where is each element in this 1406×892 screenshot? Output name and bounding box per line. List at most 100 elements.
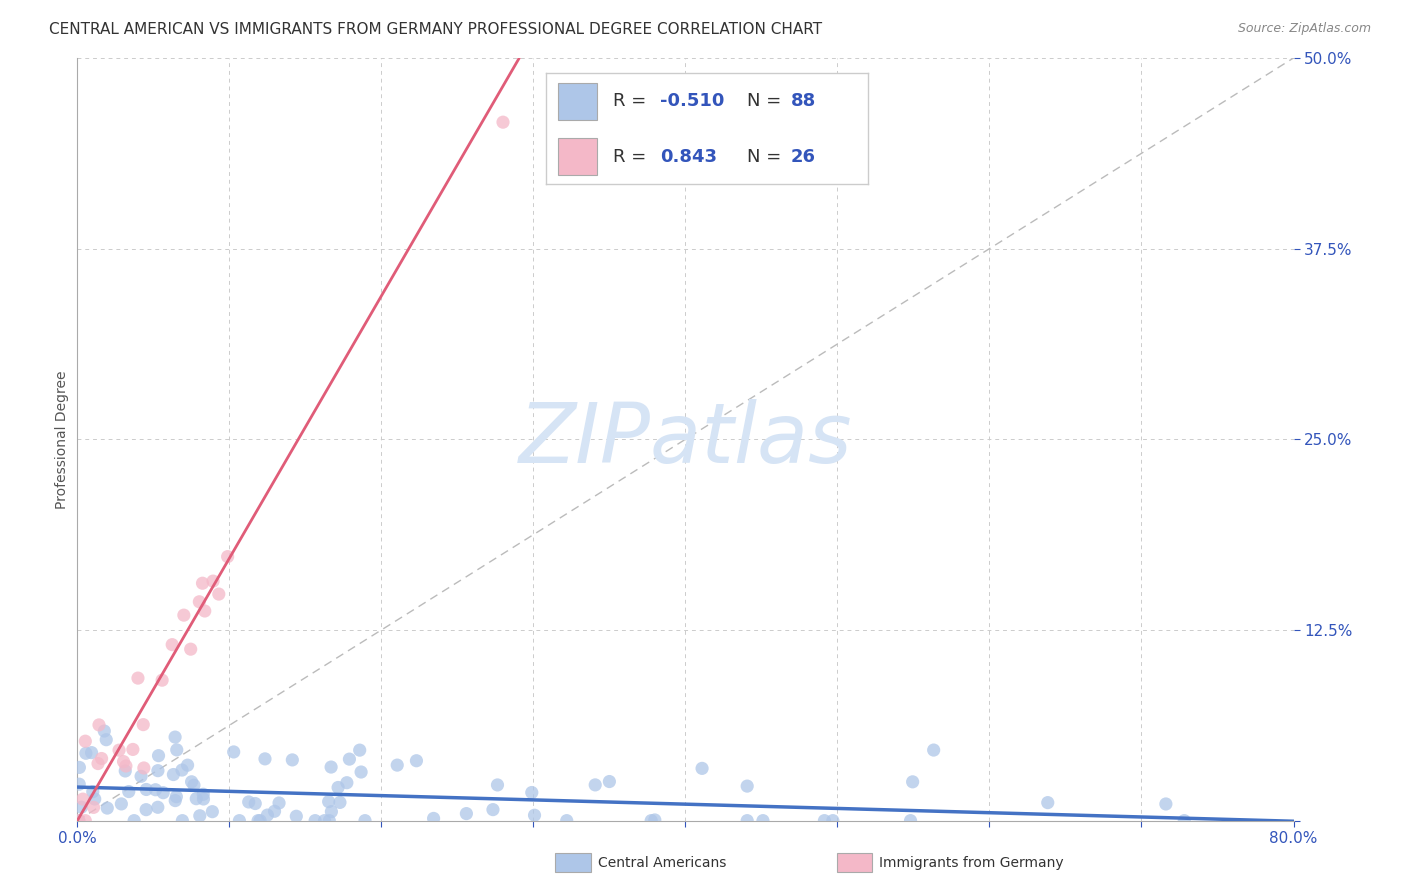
Point — [166, 743, 188, 757]
Point — [72, 792, 94, 806]
Point — [122, 742, 145, 756]
Point — [118, 784, 141, 798]
Point — [318, 814, 340, 828]
Point — [83, 792, 105, 806]
Point — [129, 769, 152, 783]
Point — [321, 805, 343, 819]
Point — [285, 809, 308, 823]
Point — [555, 814, 578, 828]
Point — [813, 814, 835, 828]
Point — [188, 809, 211, 823]
Point — [922, 743, 945, 757]
Point — [253, 752, 276, 766]
Point — [350, 765, 373, 780]
Point — [193, 787, 215, 801]
Point — [87, 718, 110, 732]
Point — [339, 752, 361, 766]
Point — [318, 795, 340, 809]
Point — [319, 760, 342, 774]
Point — [1154, 797, 1177, 811]
Point — [96, 801, 118, 815]
Point — [482, 803, 505, 817]
Point — [900, 814, 922, 828]
Point — [193, 792, 215, 806]
Point — [186, 791, 208, 805]
Point — [152, 786, 174, 800]
Point — [349, 743, 371, 757]
Point — [180, 774, 202, 789]
Point — [188, 595, 211, 609]
Point — [194, 604, 217, 618]
Point — [202, 574, 225, 588]
Point — [222, 745, 245, 759]
Point — [1036, 796, 1059, 810]
Point — [165, 730, 187, 744]
Point — [314, 814, 336, 828]
Point — [735, 814, 758, 828]
Point — [87, 756, 110, 771]
Point — [110, 797, 132, 811]
Text: Central Americans: Central Americans — [598, 856, 725, 871]
Point — [67, 777, 90, 791]
Point — [263, 805, 285, 819]
Text: Source: ZipAtlas.com: Source: ZipAtlas.com — [1237, 22, 1371, 36]
Point — [75, 814, 97, 828]
Point — [821, 814, 844, 828]
Point — [598, 774, 620, 789]
Point — [170, 763, 193, 777]
Point — [640, 814, 662, 828]
Point — [145, 782, 167, 797]
Point — [304, 814, 326, 828]
Point — [256, 808, 278, 822]
Point — [247, 814, 270, 828]
Text: Immigrants from Germany: Immigrants from Germany — [879, 856, 1063, 871]
Point — [176, 758, 198, 772]
Point — [148, 748, 170, 763]
Point — [135, 803, 157, 817]
Point — [96, 732, 118, 747]
Point — [267, 796, 290, 810]
Point — [180, 642, 202, 657]
Point — [238, 795, 260, 809]
Point — [146, 800, 169, 814]
Point — [422, 812, 444, 826]
Point — [191, 576, 214, 591]
Point — [165, 789, 187, 804]
Point — [901, 774, 924, 789]
Point — [249, 814, 271, 828]
Point — [165, 794, 187, 808]
Point — [752, 814, 775, 828]
Point — [135, 782, 157, 797]
Point — [735, 779, 758, 793]
Point — [520, 785, 543, 799]
Point — [108, 743, 131, 757]
Point — [80, 746, 103, 760]
Point — [201, 805, 224, 819]
Point — [326, 780, 349, 795]
Point — [245, 797, 267, 811]
Point — [486, 778, 509, 792]
Point — [93, 724, 115, 739]
Point — [70, 800, 93, 814]
Point — [405, 754, 427, 768]
Point — [1173, 814, 1195, 828]
Point — [90, 751, 112, 765]
Point — [172, 814, 194, 828]
Text: ZIPatlas: ZIPatlas — [519, 399, 852, 480]
Point — [387, 758, 409, 772]
Point — [127, 671, 149, 685]
Point — [115, 759, 138, 773]
Point — [208, 587, 231, 601]
Point — [122, 814, 145, 828]
Point — [281, 753, 304, 767]
Point — [183, 778, 205, 792]
Point — [329, 796, 352, 810]
Point — [217, 549, 239, 564]
Point — [132, 717, 155, 731]
Point — [146, 764, 169, 778]
Point — [162, 767, 184, 781]
Point — [354, 814, 377, 828]
Point — [150, 673, 173, 688]
Point — [67, 814, 90, 828]
Point — [173, 608, 195, 623]
